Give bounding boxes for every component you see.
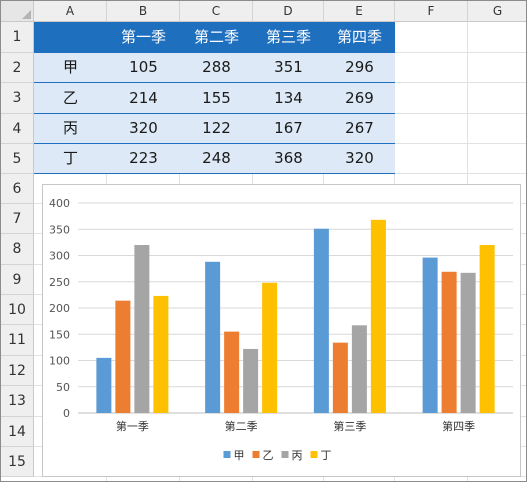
table-cell[interactable]: 105 [107,53,180,83]
table-cell[interactable]: 134 [253,83,324,114]
column-header-b[interactable]: B [107,1,180,22]
table-cell[interactable]: 214 [107,83,180,114]
table-cell[interactable]: 267 [324,114,395,144]
table-cell[interactable]: 122 [180,114,253,144]
table-cell[interactable]: 丁 [34,144,107,174]
row-header-11[interactable]: 11 [1,325,34,356]
y-tick-label: 0 [63,407,70,420]
y-tick-label: 300 [49,250,70,263]
bar-丙-第四季 [460,272,476,413]
bar-丙-第二季 [243,348,259,413]
bar-甲-第四季 [422,257,438,413]
column-header-g[interactable]: G [468,1,526,22]
legend-label: 丙 [292,449,303,462]
table-cell[interactable]: 乙 [34,83,107,114]
column-header-c[interactable]: C [180,1,253,22]
table-header-cell[interactable]: 第三季 [253,22,324,53]
row-header-15[interactable]: 15 [1,447,34,477]
legend-swatch-乙 [252,451,260,458]
row-header-13[interactable]: 13 [1,386,34,417]
x-category-label: 第三季 [333,419,366,433]
y-tick-label: 350 [49,223,70,236]
bar-丁-第三季 [370,219,386,413]
bar-丁-第一季 [153,295,169,413]
column-header-f[interactable]: F [395,1,468,22]
table-cell[interactable]: 248 [180,144,253,174]
y-tick-label: 200 [49,302,70,315]
x-category-label: 第一季 [116,419,149,433]
clustered-column-chart[interactable]: 0 50 100 150 200 250 300 350 400 第一季 第二季 第三季 第四季甲 乙 丙 丁 [42,184,521,477]
table-cell[interactable]: 368 [253,144,324,174]
column-header-d[interactable]: D [253,1,324,22]
table-header-cell[interactable]: 第四季 [324,22,395,53]
bar-丙-第三季 [351,325,367,413]
column-header-e[interactable]: E [324,1,395,22]
bar-甲-第一季 [96,357,112,413]
table-cell[interactable]: 269 [324,83,395,114]
table-header-cell[interactable]: 第一季 [107,22,180,53]
table-cell[interactable]: 155 [180,83,253,114]
legend-label: 乙 [263,449,274,462]
table-cell[interactable]: 甲 [34,53,107,83]
row-header-12[interactable]: 12 [1,356,34,386]
bar-乙-第二季 [224,331,240,413]
table-cell[interactable]: 351 [253,53,324,83]
legend-swatch-甲 [223,451,231,458]
legend-label: 丁 [321,449,332,462]
y-tick-label: 250 [49,276,70,289]
row-header-1[interactable]: 1 [1,22,34,53]
x-category-label: 第二季 [225,419,258,433]
bar-甲-第三季 [313,228,329,413]
y-tick-label: 100 [49,355,70,368]
table-header-cell[interactable] [34,22,107,53]
bar-乙-第一季 [115,300,131,413]
legend-swatch-丙 [281,451,289,458]
bar-丙-第一季 [134,245,150,413]
bar-丁-第四季 [479,245,495,413]
row-header-9[interactable]: 9 [1,265,34,295]
bar-丁-第二季 [262,282,278,413]
bar-乙-第四季 [441,271,457,413]
legend-swatch-丁 [310,451,318,458]
y-tick-label: 50 [56,381,70,394]
table-cell[interactable]: 320 [107,114,180,144]
y-tick-label: 400 [49,197,70,210]
row-header-14[interactable]: 14 [1,417,34,447]
row-header-2[interactable]: 2 [1,53,34,83]
legend-label: 甲 [234,449,245,462]
bar-甲-第二季 [205,261,221,413]
row-header-7[interactable]: 7 [1,204,34,234]
row-header-3[interactable]: 3 [1,83,34,114]
table-cell[interactable]: 320 [324,144,395,174]
table-cell[interactable]: 288 [180,53,253,83]
row-header-6[interactable]: 6 [1,174,34,204]
table-cell[interactable]: 223 [107,144,180,174]
select-all-button[interactable] [1,1,34,22]
row-header-10[interactable]: 10 [1,295,34,325]
table-cell[interactable]: 丙 [34,114,107,144]
row-header-4[interactable]: 4 [1,114,34,144]
bar-乙-第三季 [332,342,348,413]
table-header-cell[interactable]: 第二季 [180,22,253,53]
column-header-a[interactable]: A [34,1,107,22]
table-cell[interactable]: 167 [253,114,324,144]
row-header-8[interactable]: 8 [1,234,34,265]
y-tick-label: 150 [49,328,70,341]
table-cell[interactable]: 296 [324,53,395,83]
x-category-label: 第四季 [442,419,475,433]
row-header-5[interactable]: 5 [1,144,34,174]
